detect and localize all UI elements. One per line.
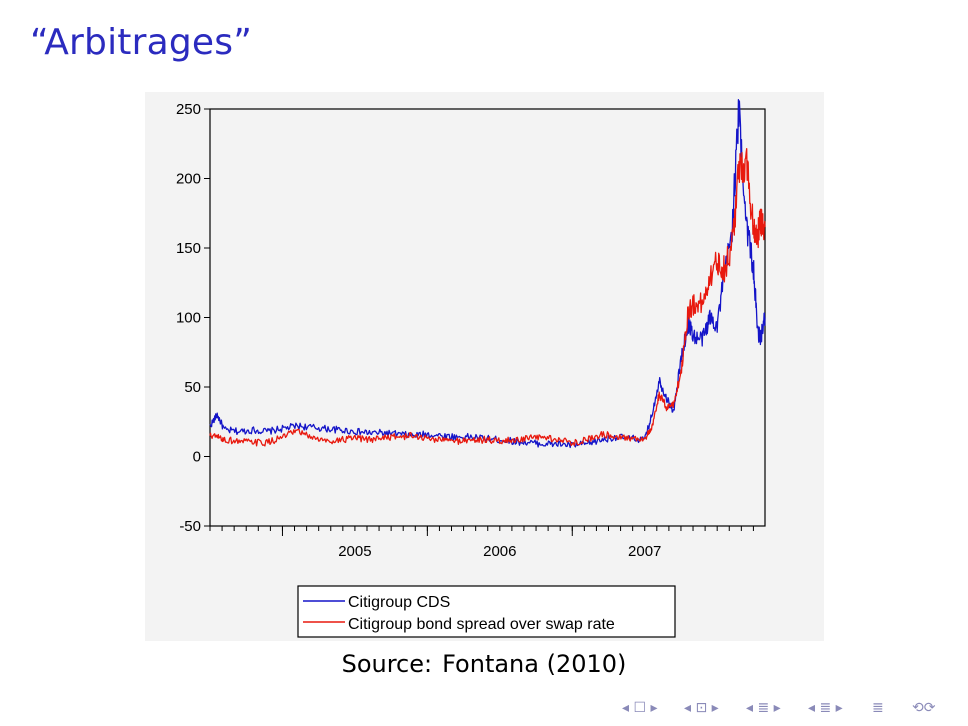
y-tick-label: 100 — [176, 310, 201, 327]
y-axis: 250 200 150 100 50 0 -50 — [176, 101, 210, 535]
legend: Citigroup CDS Citigroup bond spread over… — [297, 585, 676, 638]
x-axis: 2005 2006 2007 — [209, 526, 754, 560]
nav-first-icon[interactable]: ◂ ☐ ▸ — [622, 700, 658, 716]
nav-search-icon[interactable]: ⟲⟳ — [912, 700, 936, 716]
nav-next-frame-icon[interactable]: ◂ ≣ ▸ — [746, 700, 781, 716]
beamer-navigation: ◂ ☐ ▸ ◂ ⊡ ▸ ◂ ≣ ▸ ◂ ≣ ▸ ≣ ⟲⟳ — [622, 700, 962, 720]
y-tick-label: -50 — [179, 518, 201, 535]
slide-caption: Source: Fontana (2010) — [0, 650, 968, 678]
y-tick-label: 250 — [176, 101, 201, 118]
y-tick-label: 150 — [176, 240, 201, 257]
chart-panel: 250 200 150 100 50 0 -50 2005 2006 2007 Citigrou… — [145, 92, 824, 641]
legend-box — [297, 585, 676, 638]
y-tick-label: 200 — [176, 171, 201, 188]
nav-align-icon[interactable]: ≣ — [872, 700, 884, 716]
y-tick-label: 50 — [184, 379, 201, 396]
legend-label-cds: Citigroup CDS — [348, 594, 450, 611]
nav-prev-frame-icon[interactable]: ◂ ⊡ ▸ — [684, 700, 719, 716]
x-tick-label: 2007 — [628, 543, 661, 560]
caption-prefix: Source: — [341, 650, 433, 678]
series-line-cds — [209, 99, 766, 449]
slide-title: “Arbitrages” — [30, 22, 253, 63]
plot-area — [209, 108, 766, 527]
caption-reference: Fontana (2010) — [442, 650, 627, 678]
nav-prev-section-icon[interactable]: ◂ ≣ ▸ — [808, 700, 843, 716]
series-layer — [209, 99, 766, 449]
y-tick-label: 0 — [193, 449, 201, 466]
x-tick-label: 2005 — [338, 543, 371, 560]
series-line-bond-spread — [209, 148, 766, 447]
line-chart: 250 200 150 100 50 0 -50 2005 2006 2007 Citigrou… — [176, 99, 766, 638]
legend-label-bond-spread: Citigroup bond spread over swap rate — [348, 616, 615, 633]
x-tick-label: 2006 — [483, 543, 516, 560]
